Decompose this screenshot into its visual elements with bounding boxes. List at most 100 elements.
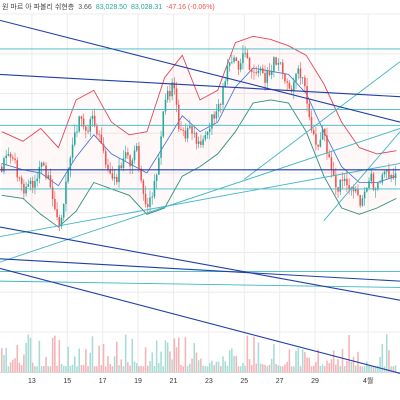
candle-body-48	[107, 164, 109, 170]
candle-25	[56, 202, 58, 221]
candle-136	[301, 76, 304, 84]
candle-body-91	[202, 139, 204, 145]
volume-bar-93	[206, 366, 209, 372]
candle-body-106	[235, 57, 238, 61]
candle-116	[257, 64, 260, 78]
volume-bar-32	[71, 364, 74, 372]
volume-bar-76	[169, 351, 171, 372]
candle-102	[226, 58, 229, 86]
candle-body-157	[348, 185, 350, 190]
volume-bar-90	[200, 358, 202, 372]
volume-bar-100	[222, 356, 224, 372]
candle-body-3	[7, 153, 10, 156]
trendline-dark-2[interactable]	[0, 226, 400, 301]
volume-bar-66	[147, 365, 149, 372]
volume-bar-43	[96, 366, 98, 372]
volume-bar-163	[361, 366, 364, 372]
candle-14	[31, 176, 34, 194]
candle-93	[206, 131, 209, 139]
candle-body-19	[43, 162, 45, 166]
volume-bar-150	[332, 350, 335, 372]
volume-bar-81	[180, 364, 182, 372]
volume-bar-6	[14, 358, 16, 372]
volume-bar-141	[312, 365, 315, 372]
candle-body-83	[184, 130, 187, 139]
candle-22	[49, 168, 52, 189]
candle-112	[248, 56, 251, 71]
volume-bar-157	[348, 335, 350, 372]
trendline-dark-0[interactable]	[0, 19, 400, 123]
candle-60	[133, 145, 136, 164]
trendline-light-7[interactable]	[0, 280, 400, 288]
volume-bar-14	[31, 362, 34, 372]
candle-106	[235, 56, 238, 62]
volume-bar-54	[120, 359, 123, 372]
trendline-dark-1[interactable]	[0, 73, 400, 98]
candle-body-109	[242, 53, 244, 64]
trendline-light-8[interactable]	[243, 61, 400, 180]
volume-bar-45	[100, 365, 103, 372]
close-value: 83,028.31	[130, 3, 163, 11]
candle-121	[268, 63, 271, 77]
candle-107	[237, 60, 240, 75]
trendline-light-6[interactable]	[0, 163, 400, 238]
candle-body-135	[299, 68, 302, 79]
volume-bar-52	[116, 341, 118, 372]
volume-bar-57	[127, 362, 129, 372]
candle-body-111	[246, 52, 249, 58]
candle-body-53	[118, 165, 120, 183]
candle-95	[211, 114, 213, 136]
candle-101	[224, 78, 226, 88]
candle-100	[222, 83, 224, 112]
candle-105	[233, 55, 235, 64]
candle-body-6	[14, 158, 16, 161]
candle-128	[284, 73, 286, 84]
candle-body-35	[78, 116, 80, 132]
volume-bar-41	[91, 336, 94, 372]
volume-bar-77	[171, 359, 173, 372]
trendline-dark-3[interactable]	[0, 267, 400, 374]
volume-bar-177	[392, 366, 395, 372]
trendline-layer[interactable]	[0, 19, 400, 374]
candle-74	[164, 93, 167, 115]
trendline-light-9[interactable]	[323, 131, 400, 221]
volume-bar-5	[12, 359, 14, 372]
candle-12	[27, 179, 30, 187]
candle-body-176	[390, 174, 392, 178]
candle-135	[299, 62, 302, 85]
candle-body-73	[162, 111, 165, 137]
candle-body-160	[354, 189, 357, 192]
candle-103	[228, 62, 231, 72]
candle-129	[286, 78, 288, 90]
candle-24	[54, 191, 56, 211]
candle-34	[76, 125, 78, 138]
candle-body-143	[317, 144, 319, 147]
candle-151	[335, 167, 337, 196]
volume-bar-138	[306, 357, 308, 372]
candle-175	[388, 163, 390, 179]
candle-body-0	[0, 166, 3, 172]
open-value: 3.66	[78, 3, 92, 11]
volume-bar-175	[388, 350, 390, 372]
candle-body-13	[29, 180, 32, 185]
volume-bar-166	[368, 365, 370, 372]
candle-41	[91, 110, 94, 127]
candle-body-18	[40, 162, 43, 167]
volume-bar-37	[82, 364, 85, 372]
candle-body-178	[394, 173, 397, 179]
candle-body-133	[295, 73, 297, 82]
candle-body-62	[138, 145, 140, 169]
candle-body-162	[359, 195, 361, 206]
volume-bar-151	[335, 364, 337, 372]
volume-bar-31	[69, 365, 72, 372]
x-tick-label-5: 23	[205, 378, 213, 385]
volume-bar-22	[49, 366, 52, 372]
volume-bar-16	[36, 366, 38, 372]
volume-bar-168	[372, 366, 375, 372]
candle-body-120	[266, 71, 269, 83]
candle-body-31	[69, 157, 72, 170]
trendline-dark-4[interactable]	[0, 258, 400, 282]
candle-body-148	[328, 153, 330, 158]
